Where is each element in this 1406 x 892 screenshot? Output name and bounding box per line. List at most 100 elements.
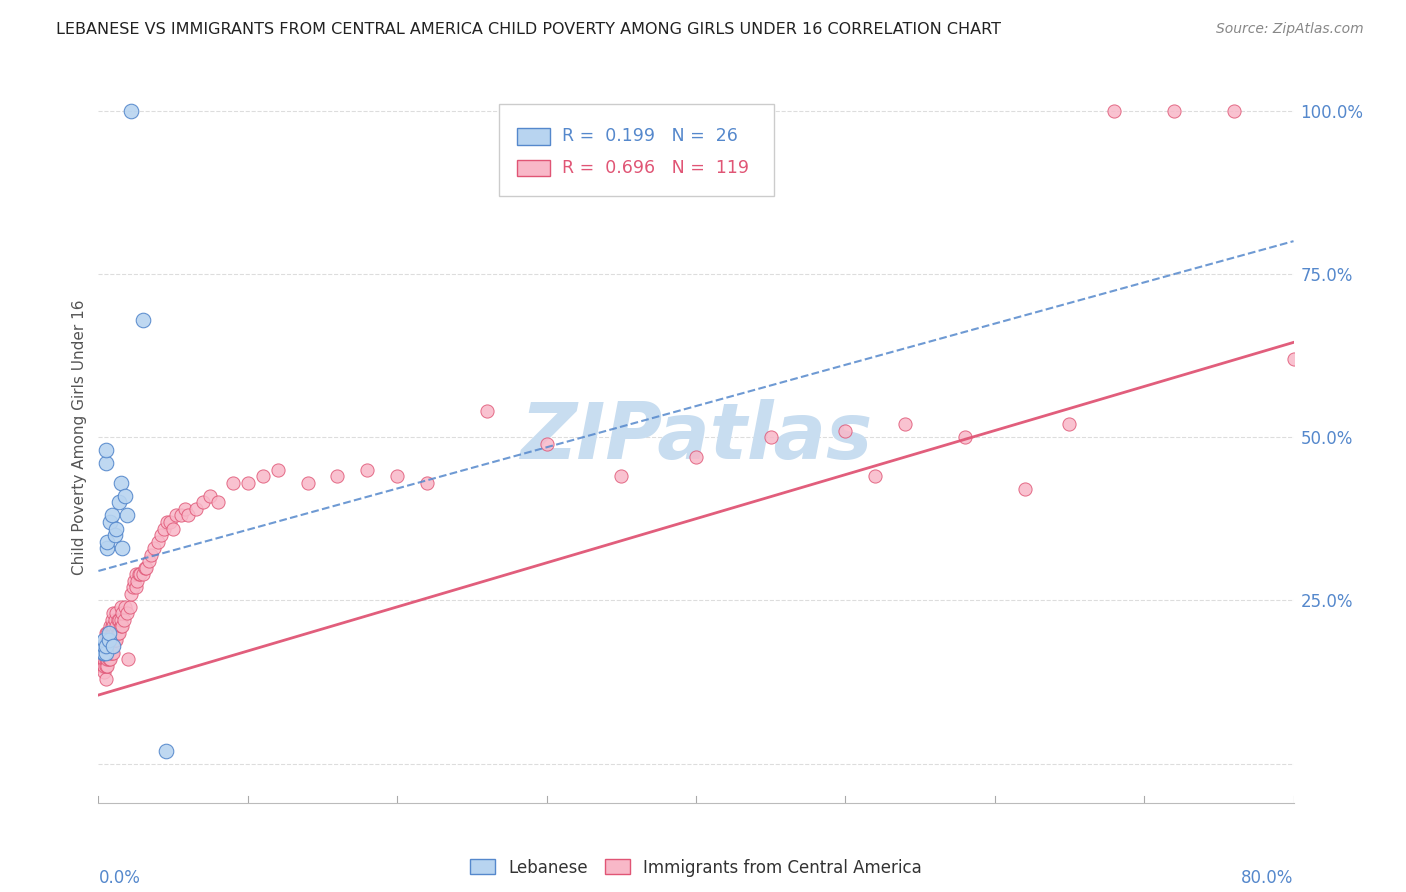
Point xyxy=(385,469,409,483)
Point xyxy=(103,639,125,653)
Point xyxy=(98,639,122,653)
Point xyxy=(105,607,128,621)
Point xyxy=(162,521,184,535)
Point xyxy=(134,560,156,574)
Point xyxy=(834,424,856,438)
Point xyxy=(101,626,124,640)
Point xyxy=(111,541,134,555)
Point xyxy=(110,619,132,633)
Point xyxy=(98,632,122,647)
Point xyxy=(1014,483,1036,497)
Point xyxy=(93,665,115,680)
Point xyxy=(94,632,117,647)
Y-axis label: Child Poverty Among Girls Under 16: Child Poverty Among Girls Under 16 xyxy=(72,300,87,574)
Text: R =  0.696   N =  119: R = 0.696 N = 119 xyxy=(562,159,749,177)
Point xyxy=(142,541,165,555)
Point xyxy=(108,495,131,509)
Point xyxy=(685,450,707,464)
Point xyxy=(124,574,146,588)
Point xyxy=(153,521,176,535)
Point xyxy=(536,436,558,450)
Point xyxy=(416,475,439,490)
Point xyxy=(110,613,132,627)
Point xyxy=(118,599,141,614)
Point xyxy=(222,475,245,490)
Text: Source: ZipAtlas.com: Source: ZipAtlas.com xyxy=(1216,22,1364,37)
Point xyxy=(101,646,124,660)
Point xyxy=(184,502,207,516)
Point xyxy=(93,639,115,653)
FancyBboxPatch shape xyxy=(499,104,773,195)
Point xyxy=(236,475,259,490)
Point xyxy=(105,521,128,535)
Point xyxy=(105,619,128,633)
Point xyxy=(98,515,122,529)
Text: 0.0%: 0.0% xyxy=(98,869,141,887)
Point xyxy=(169,508,191,523)
Text: ZIPatlas: ZIPatlas xyxy=(520,399,872,475)
Point xyxy=(132,312,155,326)
Point xyxy=(177,508,200,523)
Point xyxy=(94,626,117,640)
Point xyxy=(97,639,120,653)
Point xyxy=(91,646,114,660)
Point xyxy=(103,639,125,653)
Point xyxy=(115,508,138,523)
Point xyxy=(90,658,112,673)
Point xyxy=(94,443,117,458)
Point xyxy=(117,652,139,666)
Text: LEBANESE VS IMMIGRANTS FROM CENTRAL AMERICA CHILD POVERTY AMONG GIRLS UNDER 16 C: LEBANESE VS IMMIGRANTS FROM CENTRAL AMER… xyxy=(56,22,1001,37)
Point xyxy=(97,632,120,647)
Point xyxy=(94,646,117,660)
Point xyxy=(159,515,181,529)
Point xyxy=(93,658,115,673)
Point xyxy=(97,626,120,640)
Point xyxy=(297,475,319,490)
Point xyxy=(114,599,136,614)
Point xyxy=(128,567,150,582)
Point xyxy=(129,567,152,582)
Point xyxy=(111,607,134,621)
Point xyxy=(107,626,129,640)
Point xyxy=(111,619,134,633)
Point xyxy=(125,580,148,594)
Point xyxy=(110,475,132,490)
Legend: Lebanese, Immigrants from Central America: Lebanese, Immigrants from Central Americ… xyxy=(464,852,928,883)
Point xyxy=(953,430,976,444)
Text: R =  0.199   N =  26: R = 0.199 N = 26 xyxy=(562,128,738,145)
Point xyxy=(101,613,124,627)
Point xyxy=(97,626,120,640)
Point xyxy=(865,469,887,483)
Point xyxy=(104,626,127,640)
Point xyxy=(91,646,114,660)
Point xyxy=(98,652,122,666)
Point xyxy=(91,658,114,673)
Point xyxy=(96,658,118,673)
Point xyxy=(94,646,117,660)
Point xyxy=(91,639,114,653)
Point xyxy=(94,672,117,686)
Point xyxy=(97,652,120,666)
Point xyxy=(101,508,124,523)
Point xyxy=(103,607,125,621)
Point xyxy=(104,528,127,542)
Point xyxy=(200,489,222,503)
Point xyxy=(252,469,274,483)
Point xyxy=(96,541,118,555)
Point xyxy=(1104,103,1126,118)
Point xyxy=(127,574,149,588)
Point xyxy=(155,743,177,757)
Point xyxy=(132,567,155,582)
Point xyxy=(96,646,118,660)
Point xyxy=(94,658,117,673)
Point xyxy=(97,646,120,660)
Point xyxy=(94,652,117,666)
Point xyxy=(94,456,117,470)
Point xyxy=(94,639,117,653)
Point xyxy=(110,599,132,614)
Point xyxy=(96,626,118,640)
Point xyxy=(105,632,128,647)
Point xyxy=(93,639,115,653)
Point xyxy=(94,639,117,653)
Point xyxy=(96,652,118,666)
